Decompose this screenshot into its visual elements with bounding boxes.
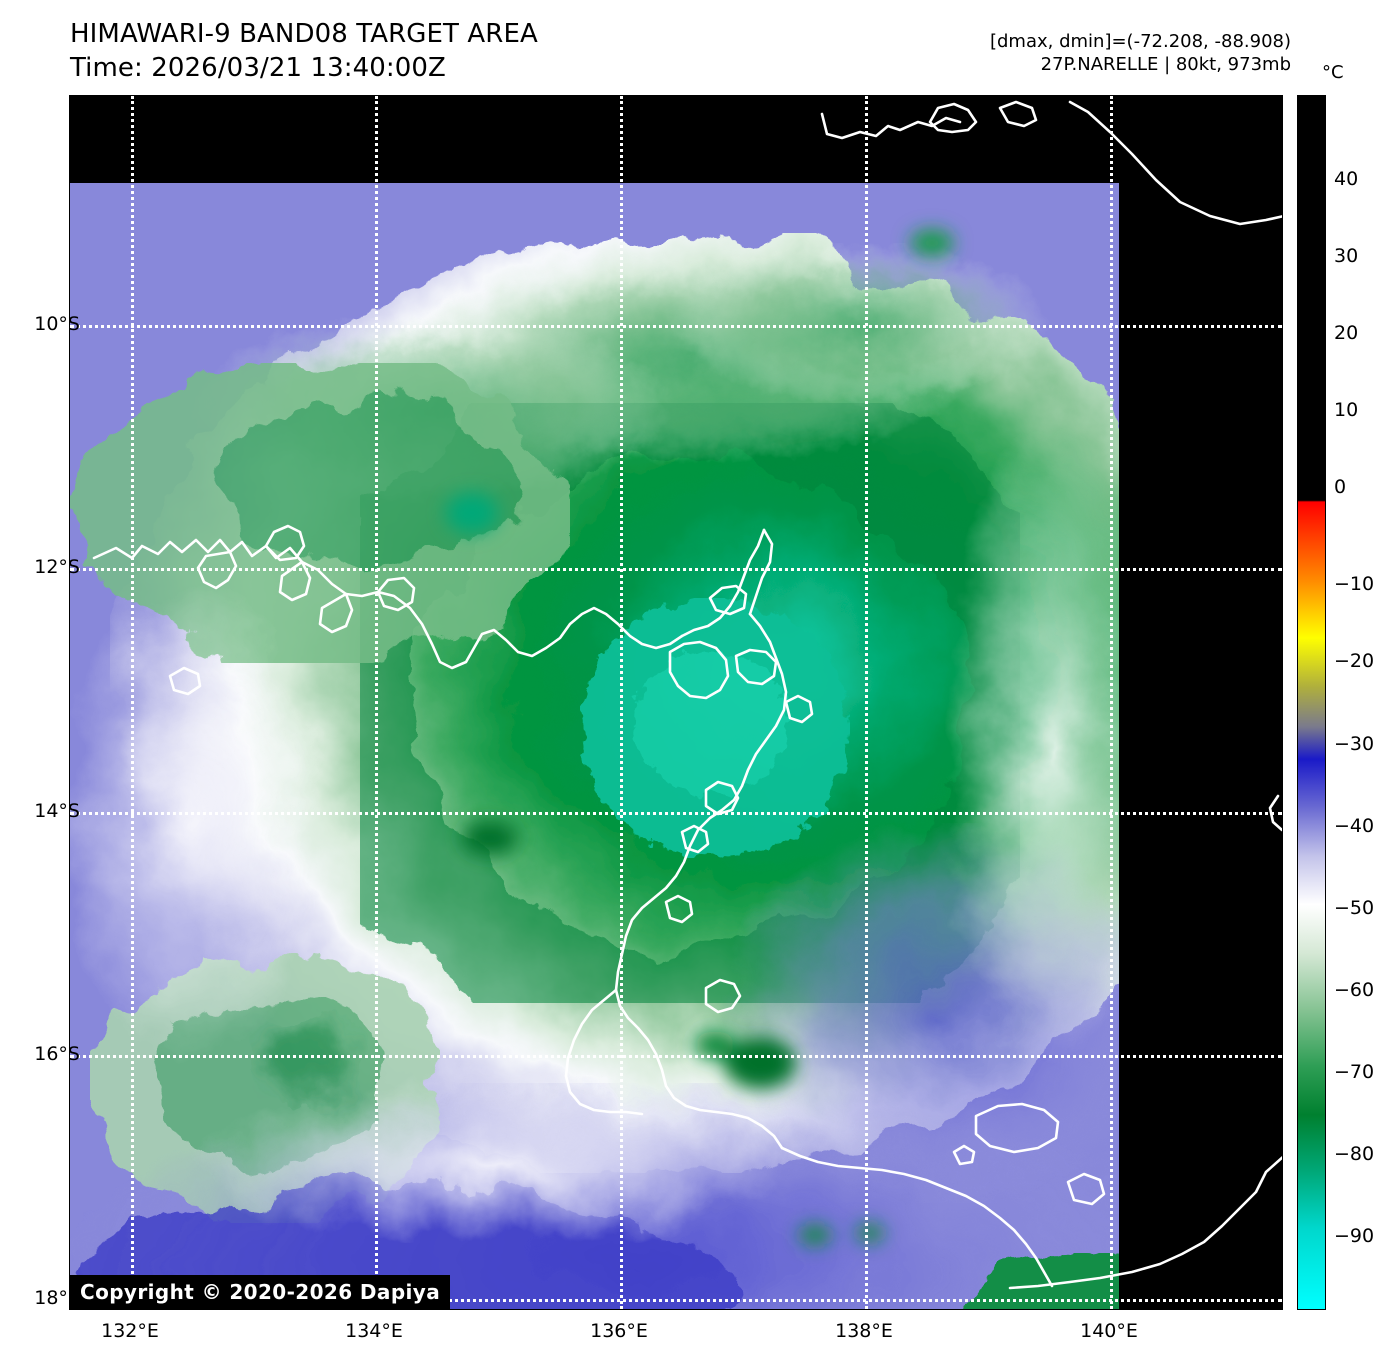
gridline-lat-12S <box>70 568 1282 571</box>
xtick-label-138E: 138°E <box>835 1320 893 1342</box>
ytick-label-12S: 12°S <box>34 556 80 578</box>
xtick-label-140E: 140°E <box>1080 1320 1138 1342</box>
xtick-label-134E: 134°E <box>345 1320 403 1342</box>
gridline-lat-18S <box>70 1299 1282 1302</box>
colorbar-unit-label: °C <box>1322 62 1344 83</box>
gridline-lon-138 <box>865 96 868 1309</box>
cbtick-label-m20: −20 <box>1334 650 1375 672</box>
timestamp-label: Time: 2026/03/21 13:40:00Z <box>70 52 446 83</box>
coastline-overlay <box>92 100 1282 1290</box>
cbtick-label-m80: −80 <box>1334 1143 1375 1165</box>
xtick-label-132E: 132°E <box>101 1320 159 1342</box>
ytick-label-10S: 10°S <box>34 313 80 335</box>
header-meta-block: [dmax, dmin]=(-72.208, -88.908) 27P.NARE… <box>990 30 1291 77</box>
cbtick-label-m30: −30 <box>1334 733 1375 755</box>
cbtick-label-m40: −40 <box>1334 815 1375 837</box>
gridline-lon-140 <box>1110 96 1113 1309</box>
gridline-lon-134 <box>375 96 378 1309</box>
page-title: HIMAWARI-9 BAND08 TARGET AREA <box>70 19 538 49</box>
ytick-label-18S: 18°S <box>34 1287 80 1309</box>
cbtick-label-m50: −50 <box>1334 897 1375 919</box>
colorbar-gradient <box>1298 96 1325 1309</box>
gridline-lat-16S <box>70 1055 1282 1058</box>
cbtick-label-40: 40 <box>1334 168 1359 190</box>
temperature-colorbar <box>1297 95 1326 1310</box>
storm-info-label: 27P.NARELLE | 80kt, 973mb <box>1040 54 1291 76</box>
ytick-label-16S: 16°S <box>34 1043 80 1065</box>
gridline-lat-14S <box>70 812 1282 815</box>
cbtick-label-20: 20 <box>1334 322 1359 344</box>
ytick-label-14S: 14°S <box>34 800 80 822</box>
header-title-block: HIMAWARI-9 BAND08 TARGET AREA Time: 2026… <box>70 18 538 86</box>
cbtick-label-0: 0 <box>1334 476 1347 498</box>
gridline-lon-136 <box>620 96 623 1309</box>
cbtick-label-10: 10 <box>1334 399 1359 421</box>
dmax-dmin-label: [dmax, dmin]=(-72.208, -88.908) <box>989 31 1291 52</box>
cbtick-label-m70: −70 <box>1334 1061 1375 1083</box>
cbtick-label-m60: −60 <box>1334 979 1375 1001</box>
xtick-label-136E: 136°E <box>590 1320 648 1342</box>
cbtick-label-m10: −10 <box>1334 573 1375 595</box>
cbtick-label-30: 30 <box>1334 245 1359 267</box>
gridline-lat-10S <box>70 325 1282 328</box>
cbtick-label-m90: −90 <box>1334 1225 1375 1247</box>
gridline-lon-132 <box>131 96 134 1309</box>
satellite-image-plot <box>69 95 1283 1310</box>
copyright-watermark: Copyright © 2020-2026 Dapiya <box>70 1275 451 1310</box>
